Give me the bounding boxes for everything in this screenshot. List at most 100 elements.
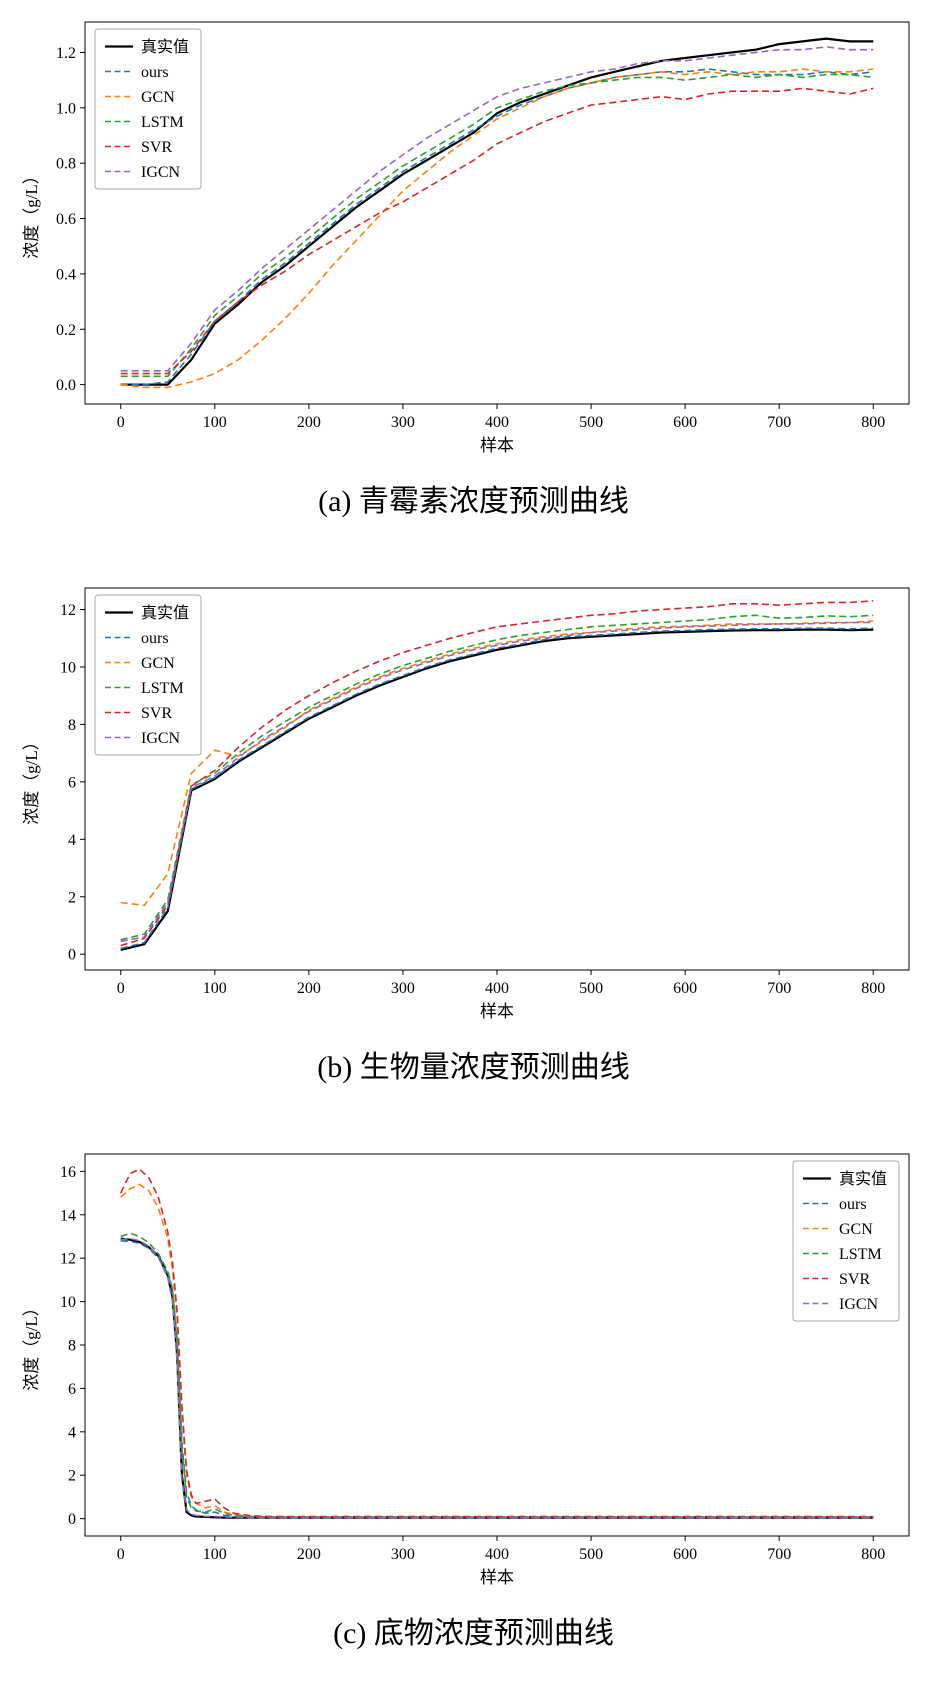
legend-label: SVR — [141, 139, 172, 156]
legend-label: IGCN — [141, 164, 181, 181]
y-tick-label: 4 — [68, 1424, 76, 1441]
x-tick-label: 800 — [861, 414, 885, 431]
y-tick-label: 14 — [60, 1207, 76, 1224]
y-tick-label: 2 — [68, 889, 76, 906]
x-tick-label: 0 — [116, 414, 124, 431]
figure-page: 0 100 200 300 400 500 600 700 800 0.0 0.2 0.4 0.6 0.8… — [0, 10, 947, 1650]
x-tick-label: 200 — [296, 414, 320, 431]
x-tick-label: 700 — [767, 1546, 791, 1563]
legend-box — [792, 1160, 899, 1322]
y-tick-label: 1.2 — [56, 45, 76, 62]
legend-label: GCN — [839, 1221, 873, 1238]
x-axis-label: 样本 — [480, 436, 514, 455]
series-line-SVR — [119, 1168, 873, 1518]
plot-frame — [84, 1153, 909, 1537]
series-line-ours — [120, 1240, 873, 1519]
series-line-IGCN — [120, 46, 873, 372]
x-tick-label: 800 — [861, 1546, 885, 1563]
legend-label: GCN — [141, 655, 175, 672]
legend-label: ours — [141, 630, 169, 647]
legend-box — [94, 594, 201, 756]
x-tick-label: 500 — [579, 414, 603, 431]
y-tick-label: 2 — [68, 1468, 76, 1485]
series-line-IGCN — [120, 1237, 873, 1519]
legend-label: SVR — [141, 705, 172, 722]
series-line-SVR — [120, 87, 873, 375]
y-tick-label: 16 — [60, 1164, 76, 1181]
y-tick-label: 8 — [68, 1338, 76, 1355]
legend-label: SVR — [839, 1271, 870, 1288]
series-line-真实值 — [119, 628, 873, 951]
y-tick-label: 10 — [60, 659, 76, 676]
x-axis-label: 样本 — [480, 1002, 514, 1021]
legend: 真实值 ours GCN LSTM SVR IGCN — [94, 594, 201, 756]
y-tick-label: 0 — [68, 947, 76, 964]
x-tick-label: 0 — [116, 980, 124, 997]
y-tick-label: 0 — [68, 1511, 76, 1528]
series-line-真实值 — [120, 37, 873, 386]
y-tick-label: 0.6 — [56, 211, 76, 228]
series-line-GCN — [120, 620, 873, 907]
y-tick-label: 6 — [68, 1381, 76, 1398]
x-tick-label: 700 — [767, 980, 791, 997]
caption-a: (a) 青霉素浓度预测曲线 — [318, 485, 629, 518]
chart-penicillin-prediction: 0 100 200 300 400 500 600 700 800 0.0 0.2 0.4 0.6 0.8… — [18, 10, 929, 462]
series-line-GCN — [120, 68, 873, 389]
x-tick-label: 200 — [296, 980, 320, 997]
legend-label: 真实值 — [839, 1170, 887, 1188]
legend: 真实值 ours GCN LSTM SVR IGCN — [94, 28, 201, 190]
y-tick-label: 0.0 — [56, 377, 76, 394]
figure-b: 0 100 200 300 400 500 600 700 800 0 2 4 6 8 10 12 样本 浓度（g… — [0, 576, 947, 1086]
series-line-LSTM — [120, 73, 873, 378]
series-line-真实值 — [120, 1237, 873, 1519]
series-line-SVR — [119, 600, 873, 947]
legend-label: ours — [839, 1196, 867, 1213]
y-axis-label: 浓度（g/L） — [22, 733, 41, 825]
y-axis-label: 浓度（g/L） — [22, 167, 41, 259]
x-tick-label: 800 — [861, 980, 885, 997]
y-tick-label: 8 — [68, 717, 76, 734]
x-tick-label: 500 — [579, 1546, 603, 1563]
x-tick-label: 400 — [485, 414, 509, 431]
y-tick-label: 12 — [60, 1251, 76, 1268]
y-tick-label: 0.4 — [56, 266, 76, 283]
x-tick-label: 100 — [202, 414, 226, 431]
legend-label: IGCN — [839, 1296, 879, 1313]
x-tick-label: 600 — [673, 980, 697, 997]
series-line-LSTM — [119, 1232, 873, 1518]
y-tick-label: 0.8 — [56, 156, 76, 173]
y-axis-label: 浓度（g/L） — [22, 1299, 41, 1391]
legend-label: GCN — [141, 89, 175, 106]
series-line-LSTM — [120, 614, 873, 941]
series-line-ours — [120, 627, 873, 950]
y-tick-label: 12 — [60, 602, 76, 619]
x-tick-label: 300 — [390, 414, 414, 431]
legend-label: 真实值 — [141, 38, 189, 56]
legend-label: LSTM — [141, 680, 184, 697]
series-line-GCN — [119, 1183, 873, 1518]
x-tick-label: 400 — [485, 980, 509, 997]
x-tick-label: 700 — [767, 414, 791, 431]
y-tick-label: 4 — [68, 832, 76, 849]
x-axis-label: 样本 — [480, 1568, 514, 1587]
y-tick-label: 10 — [60, 1294, 76, 1311]
x-tick-label: 600 — [673, 1546, 697, 1563]
figure-a: 0 100 200 300 400 500 600 700 800 0.0 0.2 0.4 0.6 0.8… — [0, 10, 947, 520]
legend-label: IGCN — [141, 730, 181, 747]
x-tick-label: 600 — [673, 414, 697, 431]
x-tick-label: 200 — [296, 1546, 320, 1563]
legend-label: LSTM — [141, 114, 184, 131]
x-tick-label: 100 — [202, 980, 226, 997]
x-tick-label: 0 — [116, 1546, 124, 1563]
series-line-IGCN — [120, 621, 873, 943]
legend: 真实值 ours GCN LSTM SVR IGCN — [792, 1160, 899, 1322]
x-tick-label: 300 — [390, 980, 414, 997]
x-tick-label: 500 — [579, 980, 603, 997]
chart-biomass-prediction: 0 100 200 300 400 500 600 700 800 0 2 4 6 8 10 12 样本 浓度（g… — [18, 576, 929, 1028]
legend-box — [94, 28, 201, 190]
series-line-ours — [120, 68, 873, 386]
plot-frame — [84, 21, 909, 405]
caption-c: (c) 底物浓度预测曲线 — [333, 1617, 614, 1650]
x-tick-label: 300 — [390, 1546, 414, 1563]
y-tick-label: 1.0 — [56, 100, 76, 117]
